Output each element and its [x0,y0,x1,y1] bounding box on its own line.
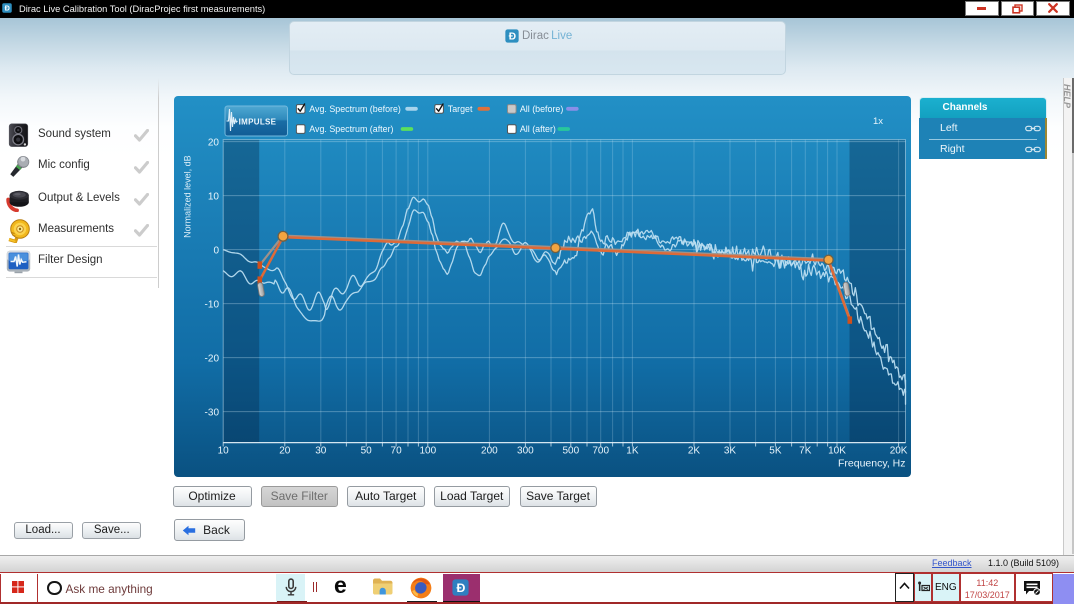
svg-text:Ð: Ð [509,31,516,42]
svg-text:50: 50 [360,446,372,457]
svg-text:1x: 1x [873,116,883,127]
svg-text:700: 700 [592,446,609,457]
svg-text:20: 20 [279,446,291,457]
svg-text:Target: Target [447,104,472,114]
svg-text:500: 500 [562,446,579,457]
svg-text:30: 30 [315,446,327,457]
svg-text:200: 200 [481,446,498,457]
svg-text:Frequency, Hz: Frequency, Hz [838,458,906,470]
svg-text:-30: -30 [204,408,219,419]
svg-text:IMPULSE: IMPULSE [238,118,276,127]
svg-text:300: 300 [517,446,534,457]
svg-text:2K: 2K [687,446,700,457]
svg-text:Avg. Spectrum (after): Avg. Spectrum (after) [309,124,393,134]
svg-text:10: 10 [217,446,229,457]
svg-text:100: 100 [419,446,436,457]
svg-text:10: 10 [207,192,219,203]
svg-text:5K: 5K [769,446,782,457]
svg-text:70: 70 [390,446,402,457]
svg-text:Ð: Ð [456,581,465,595]
svg-text:3K: 3K [723,446,736,457]
svg-text:-10: -10 [204,300,219,311]
svg-text:Ð: Ð [5,4,10,13]
svg-text:20: 20 [207,138,219,149]
svg-text:-20: -20 [204,354,219,365]
svg-text:All (before): All (before) [519,104,562,114]
svg-text:0: 0 [213,246,219,257]
svg-text:7K: 7K [799,446,812,457]
svg-text:All (after): All (after) [519,124,555,134]
svg-text:Normalized level, dB: Normalized level, dB [182,156,192,239]
svg-text:Avg. Spectrum (before): Avg. Spectrum (before) [309,104,401,114]
svg-text:20K: 20K [889,446,907,457]
svg-text:1K: 1K [626,446,639,457]
svg-text:10K: 10K [828,446,846,457]
